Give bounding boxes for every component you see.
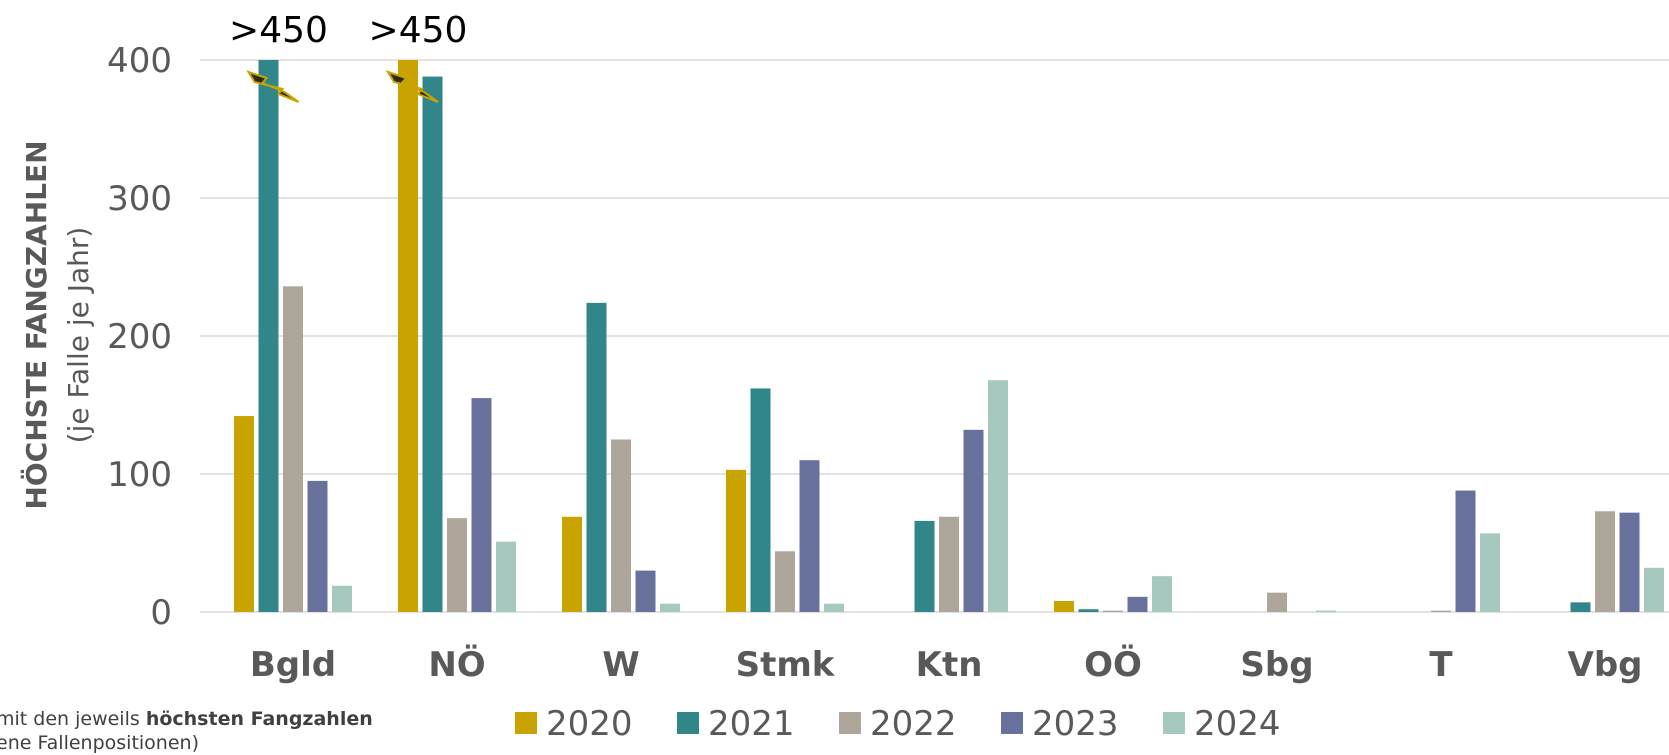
overflow-annotation: >450 [229,10,328,51]
bar-W-2024 [660,603,680,612]
bar-Bgld-2024 [332,585,352,612]
x-axis-categories: Bgld NÖ W Stmk Ktn OÖ Sbg T Vbg [250,644,1643,685]
bar-Bgld-2020 [234,416,254,612]
y-tick-label: 0 [150,593,172,633]
bar-W-2023 [635,570,656,612]
y-tick-label: 100 [107,455,172,495]
bar-NÖ-2022 [447,518,467,612]
y-tick-label: 400 [107,41,172,81]
legend-swatch [1001,712,1023,734]
legend-swatch [515,712,537,734]
y-axis-ticks: 0 100 200 300 400 [107,41,172,633]
bar-W-2021 [586,302,607,612]
bar-Stmk-2023 [799,460,820,612]
bar-Vbg-2023 [1619,512,1640,612]
bar-Ktn-2021 [914,520,935,612]
bar-Bgld-2022 [283,286,303,612]
bar-W-2020 [562,516,582,612]
bar-NÖ-2024 [496,541,516,612]
bar-W-2022 [611,439,631,612]
x-tick-label: Vbg [1568,645,1643,685]
legend-swatch [677,712,699,734]
bar-Ktn-2023 [963,429,984,612]
legend: 2020 2021 2022 2023 2024 [515,704,1281,744]
bar-Vbg-2021 [1570,602,1591,612]
bar-Stmk-2021 [750,388,771,612]
bar-OÖ-2022 [1103,610,1123,612]
y-tick-label: 200 [107,317,172,357]
y-axis-label-sub: (je Falle je Jahr) [62,227,95,444]
bar-OÖ-2021 [1078,609,1099,612]
y-axis-label: HÖCHSTE FANGZAHLEN (je Falle je Jahr) [19,140,95,509]
bar-Sbg-2022 [1267,592,1287,612]
x-tick-label: NÖ [428,644,485,685]
bar-T-2023 [1455,490,1476,612]
x-tick-label: Sbg [1240,645,1313,685]
legend-swatch [839,712,861,734]
bar-T-2022 [1431,610,1451,612]
legend-label: 2020 [546,704,633,744]
legend-label: 2023 [1032,704,1119,744]
bar-Vbg-2024 [1644,567,1664,612]
y-axis-label-main: HÖCHSTE FANGZAHLEN [19,140,53,509]
x-tick-label: Ktn [916,645,983,685]
footnote-pre: mit den jeweils [0,708,146,730]
bar-Stmk-2022 [775,551,795,612]
bar-Sbg-2024 [1316,610,1336,612]
x-tick-label: Stmk [736,645,836,685]
legend-swatch [1163,712,1185,734]
x-tick-label: W [602,645,640,685]
axis-break-icon [246,70,300,103]
x-tick-label: T [1429,645,1453,685]
x-tick-label: OÖ [1084,644,1142,685]
bars [234,60,1664,612]
bar-T-2024 [1480,533,1500,612]
bar-OÖ-2024 [1152,576,1172,612]
y-tick-label: 300 [107,179,172,219]
bar-Ktn-2024 [988,380,1008,612]
bar-OÖ-2023 [1127,596,1148,612]
x-tick-label: Bgld [250,645,336,685]
bar-Ktn-2022 [939,516,959,612]
legend-label: 2022 [870,704,957,744]
bar-Bgld-2023 [307,480,328,612]
bar-NÖ-2023 [471,398,492,612]
bar-OÖ-2020 [1054,600,1074,612]
overflow-annotation: >450 [369,10,468,51]
bar-Stmk-2024 [824,603,844,612]
annotations: >450 >450 [229,10,468,103]
footnote-bold: höchsten Fangzahlen [145,708,373,730]
bar-NÖ-2020 [398,60,418,612]
bar-Bgld-2021 [258,60,279,612]
legend-label: 2024 [1194,704,1281,744]
legend-label: 2021 [708,704,795,744]
axis-break-icon [385,70,439,103]
gridlines [200,59,1669,613]
footnote-line-2: ene Fallenpositionen) [0,732,199,754]
bar-NÖ-2021 [422,76,443,612]
bar-Stmk-2020 [726,469,746,612]
footnote-line-1: mit den jeweils höchsten Fangzahlen [0,707,373,731]
bar-Vbg-2022 [1595,511,1615,612]
